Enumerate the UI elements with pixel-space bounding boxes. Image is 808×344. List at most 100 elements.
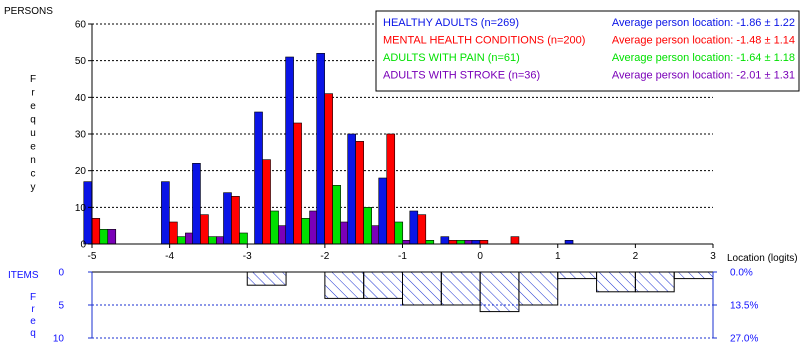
frequency-letter: F <box>30 74 36 85</box>
frequency-letter: e <box>30 101 36 112</box>
frequency-letter: q <box>30 115 36 126</box>
persons-bar <box>448 240 458 245</box>
legend-group-label: MENTAL HEALTH CONDITIONS (n=200) <box>383 35 585 47</box>
persons-y-tick-label: 50 <box>75 56 87 67</box>
persons-bar <box>316 53 325 245</box>
persons-bar <box>177 236 186 245</box>
persons-bar <box>270 210 279 245</box>
persons-bar <box>440 236 450 245</box>
location-x-tick-label: 2 <box>633 251 639 262</box>
items-gridlines <box>92 304 713 339</box>
persons-bar <box>99 229 109 245</box>
items-bar <box>673 271 714 280</box>
legend-box <box>375 10 800 92</box>
location-x-tick-label: -5 <box>88 251 97 262</box>
freq-letter: q <box>30 328 36 339</box>
persons-bar <box>355 141 364 245</box>
location-x-tick-label: -4 <box>165 251 174 262</box>
legend-average-location: Average person location: -1.48 ± 1.14 <box>612 35 795 47</box>
location-x-tick-label: -3 <box>243 251 252 262</box>
persons-bar <box>510 236 520 245</box>
legend-average-location: Average person location: -1.86 ± 1.22 <box>612 17 795 29</box>
persons-bar <box>332 185 341 245</box>
items-percent-tick-label: 0.0% <box>730 268 753 279</box>
legend-group-label: ADULTS WITH PAIN (n=61) <box>383 52 520 64</box>
persons-bar <box>347 133 356 245</box>
location-x-tick-label: 3 <box>710 251 716 262</box>
legend-group-label: ADULTS WITH STROKE (n=36) <box>383 70 540 82</box>
persons-bar <box>200 214 209 245</box>
items-bar <box>479 271 520 313</box>
items-y-ticks: 0 5 10 <box>53 268 92 344</box>
persons-bars <box>83 53 574 245</box>
frequency-letter: y <box>31 182 36 193</box>
persons-bar <box>425 240 435 245</box>
items-y-tick-label: 0 <box>58 268 64 279</box>
persons-bar <box>479 240 489 245</box>
persons-bar <box>169 221 178 245</box>
location-x-tick-label: -2 <box>320 251 329 262</box>
location-x-tick-label: 1 <box>555 251 561 262</box>
location-axis-label: Location (logits) <box>727 253 798 264</box>
persons-y-tick-label: 0 <box>80 240 86 251</box>
frequency-letter: c <box>31 169 36 180</box>
frequency-letter: n <box>30 155 36 166</box>
persons-y-ticks: 0 10 20 30 40 50 60 <box>75 20 92 251</box>
items-bar <box>246 271 287 286</box>
items-percent-tick-label: 13.5% <box>730 301 758 312</box>
persons-bar <box>456 240 466 245</box>
persons-bar <box>239 232 248 245</box>
persons-bar <box>386 133 396 245</box>
items-bar <box>596 271 636 293</box>
location-x-ticks: -5 -4 -3 -2 -1 0 1 2 3 <box>88 244 716 262</box>
items-percent-ticks: 0.0% 13.5% 27.0% <box>713 268 758 344</box>
items-bar <box>634 271 675 293</box>
persons-bar <box>293 122 302 245</box>
persons-bar <box>285 56 294 245</box>
persons-bar <box>394 221 404 245</box>
items-axis-title: ITEMS <box>8 270 39 281</box>
persons-bar <box>161 181 170 245</box>
items-bar <box>440 271 481 306</box>
persons-axis-title: PERSONS <box>4 6 53 17</box>
persons-bar <box>409 210 419 245</box>
persons-y-tick-label: 40 <box>75 93 87 104</box>
persons-bar <box>223 192 232 245</box>
items-bars <box>246 271 714 313</box>
items-percent-tick-label: 27.0% <box>730 334 758 344</box>
items-y-tick-label: 5 <box>58 301 64 312</box>
frequency-letter: u <box>30 128 36 139</box>
persons-y-tick-label: 30 <box>75 130 87 141</box>
persons-bar <box>231 196 240 245</box>
location-x-tick-label: -1 <box>398 251 407 262</box>
legend-group-label: HEALTHY ADULTS (n=269) <box>383 17 519 29</box>
items-bar <box>324 271 365 299</box>
persons-bar <box>208 236 217 245</box>
legend-average-location: Average person location: -1.64 ± 1.18 <box>612 52 795 64</box>
persons-bar <box>363 207 372 245</box>
persons-bar <box>417 214 427 245</box>
persons-bar <box>91 218 101 245</box>
persons-y-tick-label: 10 <box>75 203 87 214</box>
persons-bar <box>262 159 271 245</box>
items-bar <box>518 271 559 306</box>
persons-bar <box>378 177 388 245</box>
items-bar <box>557 271 598 280</box>
legend: HEALTHY ADULTS (n=269) Average person loc… <box>375 10 800 92</box>
persons-bar <box>564 240 574 245</box>
items-bar <box>402 271 442 306</box>
freq-letter: e <box>30 316 36 327</box>
frequency-letter: r <box>31 88 35 99</box>
persons-bar <box>324 93 333 245</box>
freq-letter: F <box>30 292 36 303</box>
frequency-letter: e <box>30 142 36 153</box>
persons-y-tick-label: 60 <box>75 20 87 31</box>
freq-letter: r <box>31 304 35 315</box>
persons-y-tick-label: 20 <box>75 166 87 177</box>
location-x-tick-label: 0 <box>477 251 483 262</box>
items-bar <box>363 271 403 299</box>
